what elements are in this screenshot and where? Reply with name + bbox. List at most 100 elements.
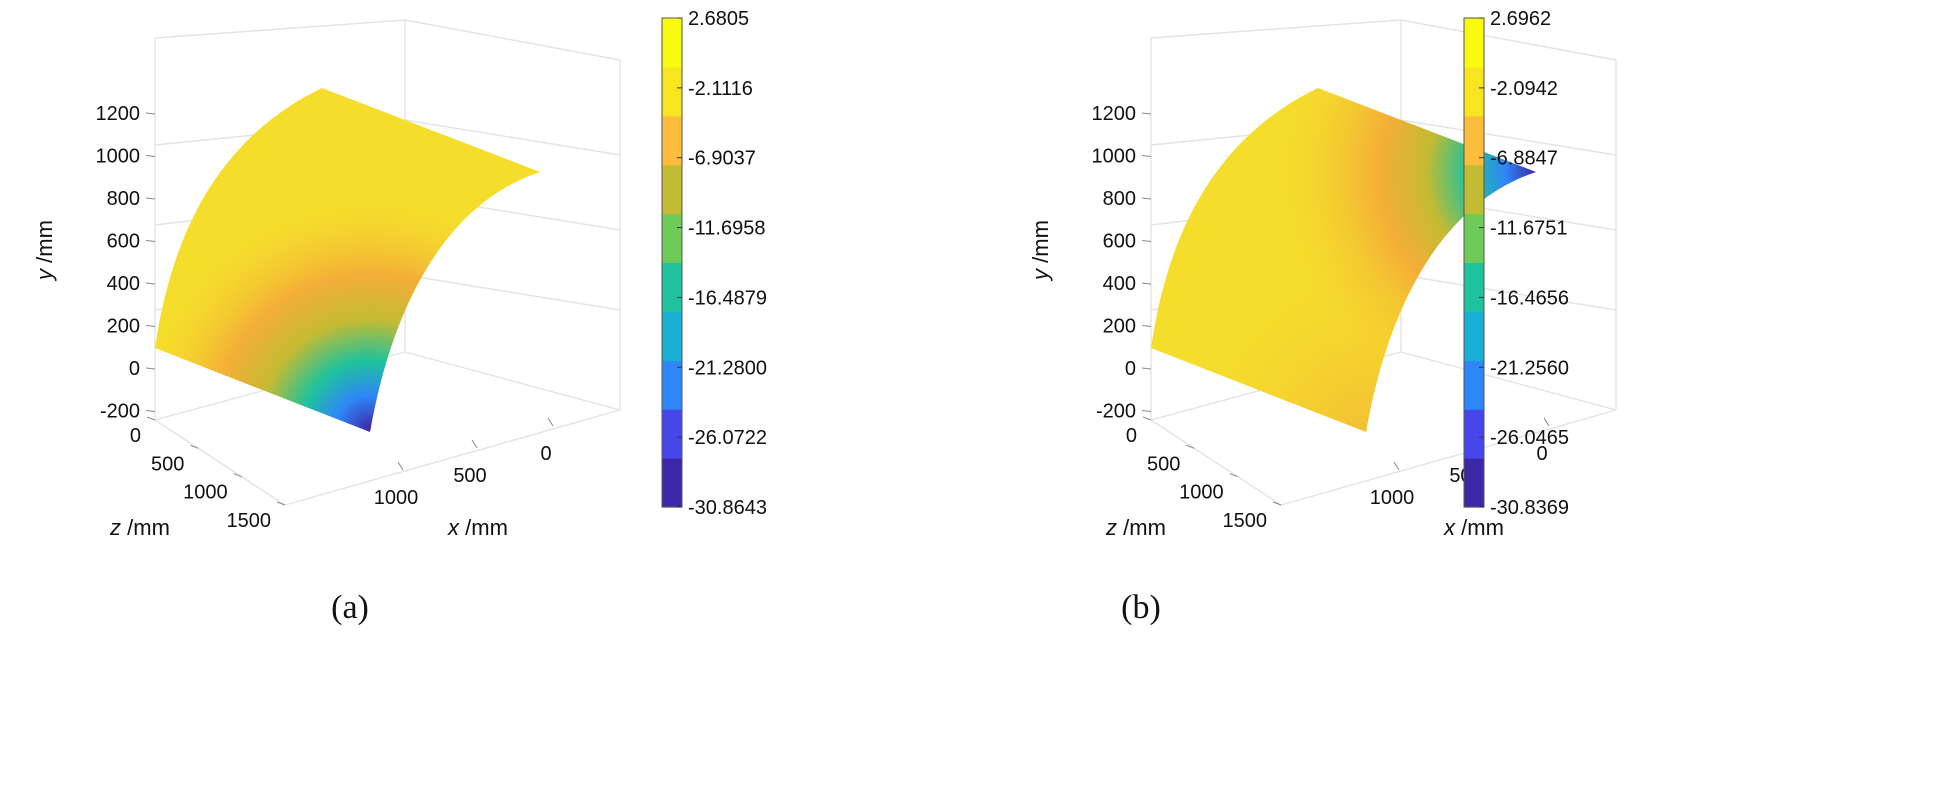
colorbar-segment: [662, 262, 682, 312]
z-axis-label: z /mm: [1105, 515, 1166, 540]
colorbar-tick-label: -6.8847: [1490, 148, 1558, 170]
x-tick-label: 0: [1536, 443, 1547, 465]
colorbar-frame: [1463, 17, 1485, 508]
colorbar-segment: [1464, 115, 1484, 166]
x-tick-label: 0: [540, 443, 551, 465]
caption-a: (a): [331, 589, 369, 626]
y-tick-mark: [145, 282, 156, 285]
z-tick-label: 0: [130, 425, 141, 447]
colorbar-tick-label: -16.4879: [688, 287, 767, 309]
x-tick-label: 1000: [1370, 487, 1415, 509]
colorbar-segment: [1464, 66, 1484, 117]
z-tick-mark: [233, 473, 242, 478]
labels-b: y /mm z /mm x /mm: [1028, 220, 1504, 540]
colorbar-b: 2.6962 -2.0942 -6.8847 -11.6751 -16.4656 -21.…: [1463, 8, 1569, 519]
colorbar-segment: [662, 66, 682, 117]
colorbar-segment: [1464, 311, 1484, 361]
colorbar-segment: [1464, 262, 1484, 312]
y-tick-mark: [145, 325, 156, 327]
colorbar-frame: [661, 17, 683, 508]
y-tick-mark: [1141, 325, 1152, 327]
colorbar-tick-label: -11.6958: [688, 218, 765, 240]
y-tick-label: 1000: [1092, 146, 1137, 168]
chart-svg-b: -200020040060080010001200050010001500050…: [1028, 8, 1617, 626]
x-tick-mark: [1393, 461, 1400, 471]
y-tick-label: -200: [100, 401, 140, 423]
colorbar-segment: [662, 360, 682, 410]
colorbar-segment: [1464, 213, 1484, 264]
y-tick-label: 800: [1103, 188, 1136, 210]
x-tick-mark: [471, 439, 478, 449]
colorbar-tick-label: -2.1116: [688, 78, 753, 100]
z-axis-label: z /mm: [109, 515, 170, 540]
z-tick-label: 1000: [183, 482, 228, 504]
y-tick-label: 600: [1103, 231, 1136, 253]
colorbar-segment: [1464, 458, 1484, 508]
y-tick-label: 200: [1103, 316, 1136, 338]
colorbar-segment: [662, 458, 682, 508]
y-tick-mark: [145, 155, 156, 157]
colorbar-tick-label: -21.2560: [1490, 357, 1569, 379]
y-tick-label: -200: [1096, 401, 1136, 423]
z-tick-label: 500: [1147, 453, 1180, 475]
colorbar-tick-label: 2.6805: [688, 8, 749, 30]
x-tick-mark: [547, 417, 554, 427]
z-tick-label: 1500: [227, 510, 272, 532]
x-axis-label: x /mm: [447, 515, 508, 540]
y-tick-label: 400: [107, 273, 140, 295]
colorbar-segment: [662, 409, 682, 459]
y-tick-mark: [145, 367, 156, 370]
surface-a: [155, 88, 540, 432]
z-tick-mark: [1272, 501, 1282, 506]
y-tick-label: 1000: [96, 146, 141, 168]
colorbar-tick-label: -6.9037: [688, 148, 756, 170]
x-tick-mark: [397, 461, 404, 471]
colorbar-segment: [662, 115, 682, 166]
x-tick-mark: [1543, 417, 1550, 427]
colorbar-tick-label: -26.0465: [1490, 427, 1569, 449]
z-tick-mark: [1142, 416, 1152, 421]
colorbar-tick-label: -26.0722: [688, 427, 767, 449]
colorbar-tick-label: 2.6962: [1490, 8, 1551, 30]
y-tick-mark: [1141, 155, 1152, 157]
y-tick-label: 400: [1103, 273, 1136, 295]
y-tick-label: 200: [107, 316, 140, 338]
x-tick-label: 500: [453, 465, 486, 487]
y-tick-label: 1200: [1092, 103, 1137, 125]
y-tick-label: 0: [1125, 358, 1136, 380]
colorbar-a: 2.6805 -2.1116 -6.9037 -11.6958 -16.4879 -21.…: [661, 8, 767, 519]
y-tick-mark: [1141, 197, 1152, 200]
y-tick-mark: [1141, 240, 1152, 242]
caption-b: (b): [1121, 589, 1161, 626]
z-tick-mark: [1229, 473, 1238, 478]
colorbar-segment: [662, 311, 682, 361]
z-tick-mark: [190, 444, 199, 449]
y-tick-mark: [145, 240, 156, 242]
colorbar-tick-label: -30.8643: [688, 497, 767, 519]
z-tick-label: 500: [151, 453, 184, 475]
y-tick-mark: [1141, 367, 1152, 370]
y-tick-mark: [145, 112, 156, 115]
x-axis-label: x /mm: [1443, 515, 1504, 540]
ticks-a: -200020040060080010001200050010001500050…: [96, 103, 554, 532]
z-tick-label: 1500: [1223, 510, 1268, 532]
y-tick-mark: [145, 410, 156, 412]
z-tick-label: 1000: [1179, 482, 1224, 504]
y-tick-mark: [145, 197, 156, 200]
ticks-b: -200020040060080010001200050010001500050…: [1092, 103, 1550, 532]
colorbar-tick-label: -2.0942: [1490, 78, 1558, 100]
colorbar-segment: [662, 213, 682, 264]
y-tick-label: 800: [107, 188, 140, 210]
colorbar-segment: [1464, 18, 1484, 68]
surface-b: [1151, 88, 1536, 432]
z-tick-mark: [146, 416, 156, 421]
surface-chart-b: -200020040060080010001200050010001500050…: [996, 0, 1940, 780]
colorbar-segment: [1464, 360, 1484, 410]
y-tick-mark: [1141, 410, 1152, 412]
chart-svg-a: -200020040060080010001200050010001500050…: [32, 8, 767, 626]
z-tick-mark: [276, 501, 286, 506]
labels-a: y /mm z /mm x /mm: [32, 220, 508, 540]
colorbar-tick-label: -16.4656: [1490, 287, 1569, 309]
colorbar-tick-label: -21.2800: [688, 357, 767, 379]
z-tick-mark: [1186, 444, 1195, 449]
